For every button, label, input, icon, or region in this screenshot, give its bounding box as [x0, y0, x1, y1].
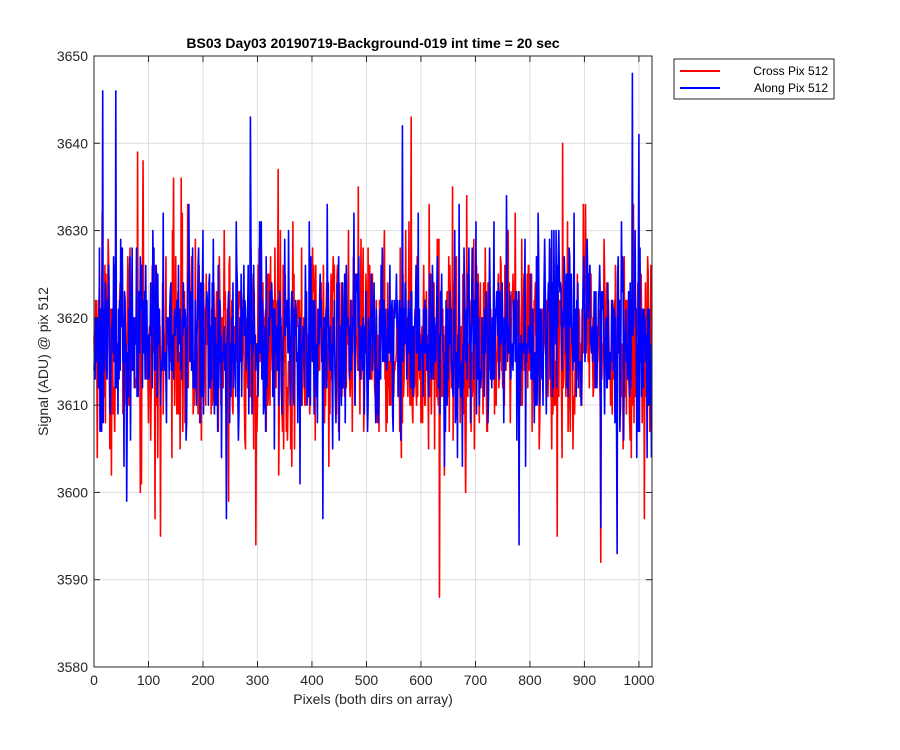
- x-tick-label: 400: [300, 672, 324, 688]
- axes-frame: [93, 55, 653, 668]
- y-axis-label: Signal (ADU) @ pix 512: [35, 287, 51, 436]
- x-tick-label: 500: [355, 672, 379, 688]
- x-tick-label: 100: [137, 672, 161, 688]
- y-tick-label: 3580: [57, 659, 88, 675]
- y-tick-label: 3590: [57, 572, 88, 588]
- legend-box: [673, 58, 835, 100]
- x-tick-label: 0: [90, 672, 98, 688]
- axis-ticks: [93, 55, 652, 668]
- x-tick-label: 900: [573, 672, 597, 688]
- x-tick-label: 600: [409, 672, 433, 688]
- y-tick-label: 3640: [57, 135, 88, 151]
- legend-entry-along: Along Pix 512: [754, 81, 828, 95]
- chart-title: BS03 Day03 20190719-Background-019 int t…: [186, 35, 559, 51]
- x-tick-label: 800: [518, 672, 542, 688]
- x-tick-label: 300: [246, 672, 270, 688]
- y-tick-label: 3600: [57, 484, 88, 500]
- x-tick-label: 200: [191, 672, 215, 688]
- y-tick-label: 3620: [57, 310, 88, 326]
- x-tick-label: 700: [464, 672, 488, 688]
- x-axis-label: Pixels (both dirs on array): [293, 691, 453, 707]
- legend-entry-cross: Cross Pix 512: [753, 64, 828, 78]
- series-line-along-pix-512: [93, 72, 653, 555]
- tick-labels: 0 100 200 300 400 500 600 700 800 900 1000 3580 3590…: [57, 48, 655, 688]
- x-tick-label: 1000: [623, 672, 654, 688]
- y-tick-label: 3610: [57, 397, 88, 413]
- y-tick-label: 3650: [57, 48, 88, 64]
- y-tick-label: 3630: [57, 223, 88, 239]
- series-layer: [93, 72, 653, 598]
- legend: Cross Pix 512 Along Pix 512: [673, 58, 835, 100]
